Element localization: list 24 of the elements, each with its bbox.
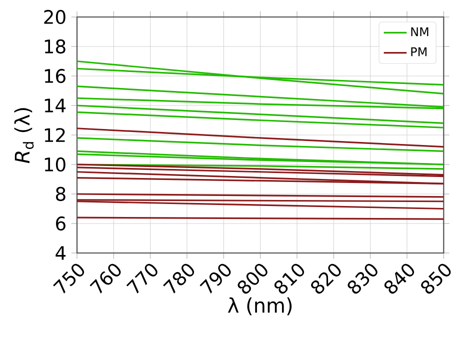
y-tick-label: 16: [44, 68, 66, 84]
x-tick-label: 800: [238, 264, 268, 294]
x-tick-label: 820: [311, 264, 341, 294]
legend-label: NM: [411, 27, 428, 36]
x-tick-label: 830: [348, 264, 378, 294]
x-tick-label: 780: [163, 264, 194, 294]
x-tick-label: 850: [421, 264, 451, 294]
legend-label: PM: [411, 47, 426, 56]
y-tick-label: 10: [44, 157, 66, 172]
x-tick-label: 840: [384, 264, 414, 294]
x-tick-label: 760: [90, 264, 121, 294]
y-tick-label: 6: [56, 216, 66, 231]
y-tick-label: 14: [44, 98, 66, 112]
x-tick-label: 750: [53, 264, 84, 294]
y-tick-label: 4: [56, 246, 66, 260]
x-tick-label: 790: [200, 264, 231, 294]
y-tick-label: 12: [44, 128, 65, 142]
x-tick-label: 810: [274, 264, 304, 294]
y-tick-label: 20: [44, 10, 66, 24]
y-tick-label: 8: [56, 186, 66, 202]
y-tick-label: 18: [44, 39, 66, 54]
y-axis-title: R$_{d}$ (λ): [14, 108, 34, 164]
x-axis-title: λ (nm): [228, 297, 292, 316]
x-tick-label: 770: [126, 264, 158, 294]
